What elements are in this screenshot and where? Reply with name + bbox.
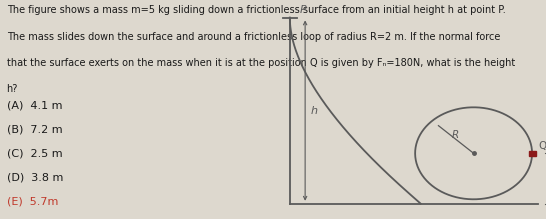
Text: R: R xyxy=(452,130,459,140)
Text: The mass slides down the surface and around a frictionless loop of radius R=2 m.: The mass slides down the surface and aro… xyxy=(7,32,500,42)
Bar xyxy=(529,151,536,156)
Text: (A)  4.1 m: (A) 4.1 m xyxy=(7,100,62,110)
Text: Q: Q xyxy=(538,141,546,151)
Text: that the surface exerts on the mass when it is at the position Q is given by Fₙ=: that the surface exerts on the mass when… xyxy=(7,58,515,68)
Text: P: P xyxy=(300,5,306,15)
Text: h: h xyxy=(311,106,318,116)
Text: (D)  3.8 m: (D) 3.8 m xyxy=(7,172,63,182)
Text: (C)  2.5 m: (C) 2.5 m xyxy=(7,148,62,158)
Text: (B)  7.2 m: (B) 7.2 m xyxy=(7,124,62,134)
Text: The figure shows a mass m=5 kg sliding down a frictionless surface from an initi: The figure shows a mass m=5 kg sliding d… xyxy=(7,5,505,16)
Text: (E)  5.7m: (E) 5.7m xyxy=(7,196,58,207)
Text: h?: h? xyxy=(7,84,18,94)
